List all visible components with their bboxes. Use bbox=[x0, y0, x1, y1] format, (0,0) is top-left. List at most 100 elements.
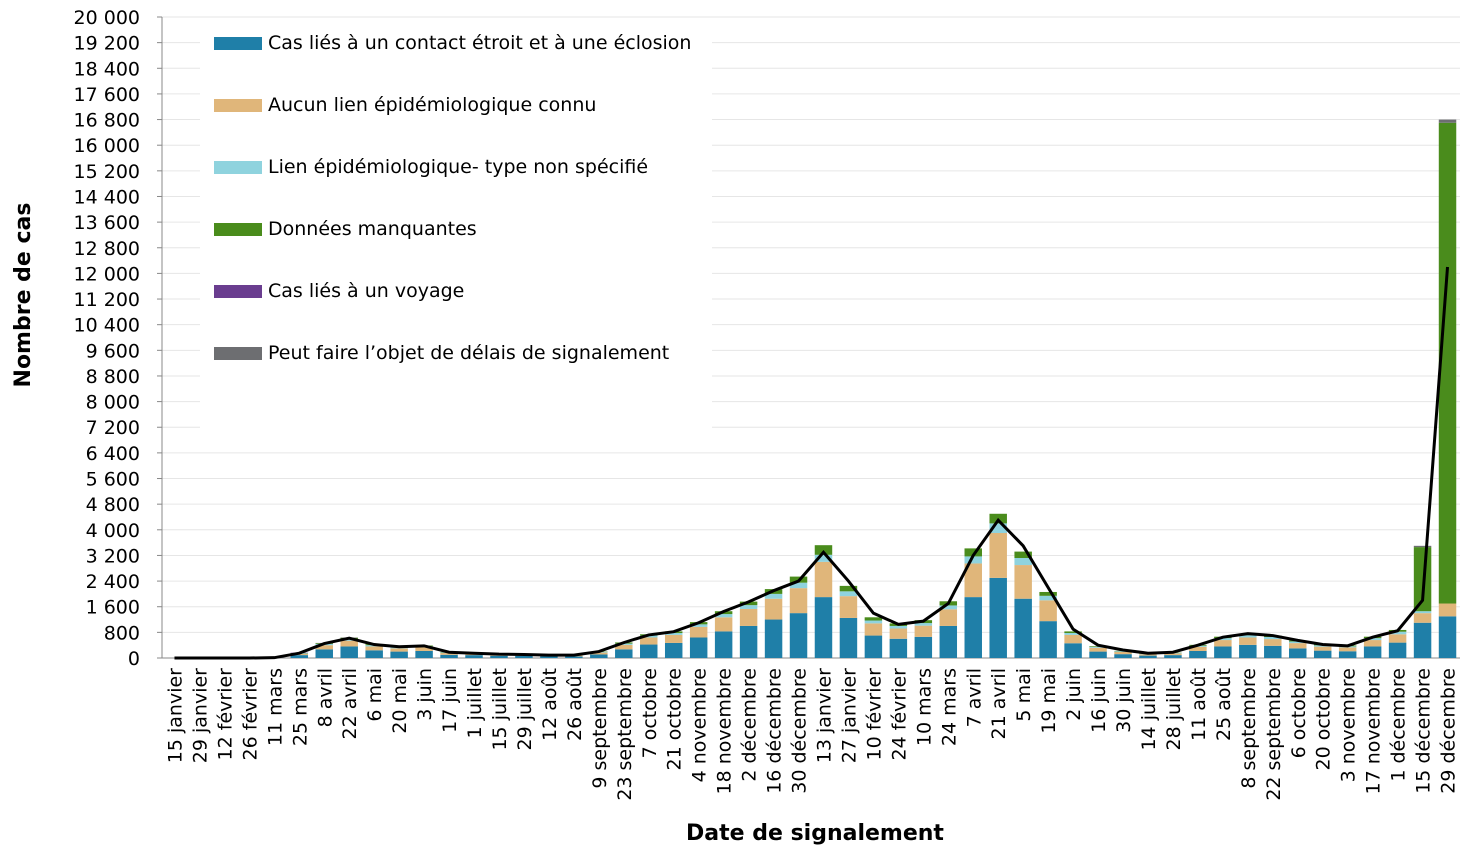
bar-segment bbox=[839, 617, 858, 658]
bar-segment bbox=[739, 608, 758, 626]
y-tick-label: 9 600 bbox=[86, 340, 140, 362]
bar-segment bbox=[640, 644, 658, 658]
bar-segment bbox=[1164, 655, 1182, 658]
x-tick-label: 20 mai bbox=[389, 668, 411, 734]
bar-segment bbox=[664, 634, 683, 643]
y-tick-label: 20 000 bbox=[74, 7, 140, 29]
bar-segment bbox=[864, 617, 883, 621]
bar-segment bbox=[989, 533, 1007, 578]
x-tick-label: 25 mars bbox=[289, 668, 311, 746]
x-tick-label: 16 juin bbox=[1088, 668, 1110, 733]
legend-label: Peut faire l’objet de délais de signalem… bbox=[268, 342, 670, 364]
x-tick-label: 1 décembre bbox=[1388, 668, 1410, 782]
x-tick-label: 28 juillet bbox=[1163, 668, 1185, 751]
bar-segment bbox=[315, 645, 333, 650]
bar-segment bbox=[839, 591, 858, 597]
x-tick-label: 12 août bbox=[539, 668, 561, 741]
bar-segment bbox=[739, 625, 758, 658]
legend-swatch bbox=[214, 37, 262, 50]
bar-segment bbox=[1289, 641, 1307, 644]
y-tick-label: 8 000 bbox=[86, 392, 140, 414]
bar-segment bbox=[1413, 622, 1432, 658]
bar-segment bbox=[764, 598, 783, 620]
bar-segment bbox=[664, 633, 683, 635]
y-tick-label: 14 400 bbox=[74, 186, 140, 208]
bar-segment bbox=[540, 656, 558, 658]
bar-segment bbox=[1164, 653, 1182, 656]
x-tick-label: 21 avril bbox=[988, 668, 1010, 739]
bar-segment bbox=[964, 563, 982, 598]
y-axis-title: Nombre de cas bbox=[11, 203, 36, 388]
bar-segment bbox=[1214, 638, 1232, 641]
x-tick-label: 2 juin bbox=[1063, 668, 1085, 721]
x-tick-label: 15 décembre bbox=[1413, 668, 1435, 794]
bar-segment bbox=[1114, 654, 1132, 658]
x-tick-label: 11 mars bbox=[264, 668, 286, 746]
bar-segment bbox=[1438, 616, 1457, 658]
legend-item: Peut faire l’objet de délais de signalem… bbox=[200, 338, 712, 400]
legend-item: Cas liés à un contact étroit et à une éc… bbox=[200, 28, 712, 90]
bar-segment bbox=[1139, 654, 1157, 656]
bar-segment bbox=[864, 620, 883, 624]
bar-segment bbox=[1189, 650, 1207, 658]
y-tick-label: 7 200 bbox=[86, 417, 140, 439]
bar-segment bbox=[440, 654, 458, 658]
bar-segment bbox=[1313, 650, 1332, 658]
x-tick-label: 22 septembre bbox=[1263, 668, 1285, 801]
x-tick-label: 23 septembre bbox=[614, 668, 636, 801]
bar-segment bbox=[340, 640, 358, 647]
bar-segment bbox=[1438, 119, 1457, 123]
bar-segment bbox=[565, 656, 583, 658]
y-tick-label: 1 600 bbox=[86, 597, 140, 619]
bar-segment bbox=[914, 636, 933, 658]
legend-swatch bbox=[214, 161, 262, 174]
bar-segment bbox=[714, 631, 733, 658]
x-tick-label: 16 décembre bbox=[764, 668, 786, 794]
x-tick-label: 7 octobre bbox=[639, 668, 661, 758]
x-tick-label: 11 août bbox=[1188, 668, 1210, 741]
bar-segment bbox=[839, 596, 858, 618]
bar-segment bbox=[739, 605, 758, 609]
bar-segment bbox=[789, 613, 808, 658]
bar-segment bbox=[1139, 655, 1157, 658]
x-tick-label: 9 septembre bbox=[589, 668, 611, 789]
bar-segment bbox=[939, 609, 958, 626]
x-tick-label: 17 novembre bbox=[1363, 668, 1385, 794]
bar-segment bbox=[290, 655, 309, 658]
bar-segment bbox=[814, 561, 833, 598]
bar-segment bbox=[1064, 631, 1082, 634]
x-tick-label: 8 avril bbox=[314, 668, 336, 727]
x-tick-label: 10 février bbox=[863, 668, 885, 761]
bar-segment bbox=[939, 605, 958, 610]
bar-segment bbox=[1064, 633, 1082, 635]
bar-segment bbox=[1089, 646, 1107, 648]
bar-segment bbox=[1388, 631, 1407, 635]
bar-segment bbox=[964, 548, 982, 557]
bar-segment bbox=[1264, 637, 1282, 640]
bar-segment bbox=[1214, 640, 1232, 647]
bar-segment bbox=[1338, 647, 1357, 652]
bar-segment bbox=[1014, 551, 1032, 559]
x-tick-label: 15 juillet bbox=[489, 668, 511, 751]
x-tick-label: 5 mai bbox=[1013, 668, 1035, 722]
legend-label: Cas liés à un voyage bbox=[268, 280, 465, 302]
x-tick-label: 4 novembre bbox=[689, 668, 711, 782]
y-tick-label: 10 400 bbox=[74, 315, 140, 337]
bar-segment bbox=[1239, 644, 1257, 658]
bar-segment bbox=[714, 617, 733, 632]
y-tick-label: 16 000 bbox=[74, 135, 140, 157]
bar-segment bbox=[764, 593, 783, 599]
trend-line bbox=[174, 266, 1450, 660]
legend-item: Aucun lien épidémiologique connu bbox=[200, 90, 712, 152]
bar-segment bbox=[964, 556, 982, 564]
bar-segment bbox=[1438, 603, 1457, 617]
x-tick-label: 12 février bbox=[214, 668, 236, 761]
bar-segment bbox=[465, 655, 483, 658]
x-tick-label: 29 juillet bbox=[514, 668, 536, 751]
y-tick-label: 11 200 bbox=[74, 289, 140, 311]
bar-segment bbox=[689, 637, 708, 658]
legend-swatch bbox=[214, 285, 262, 298]
bar-segment bbox=[1014, 565, 1032, 599]
x-tick-label: 25 août bbox=[1213, 668, 1235, 741]
bar-segment bbox=[1363, 638, 1382, 641]
